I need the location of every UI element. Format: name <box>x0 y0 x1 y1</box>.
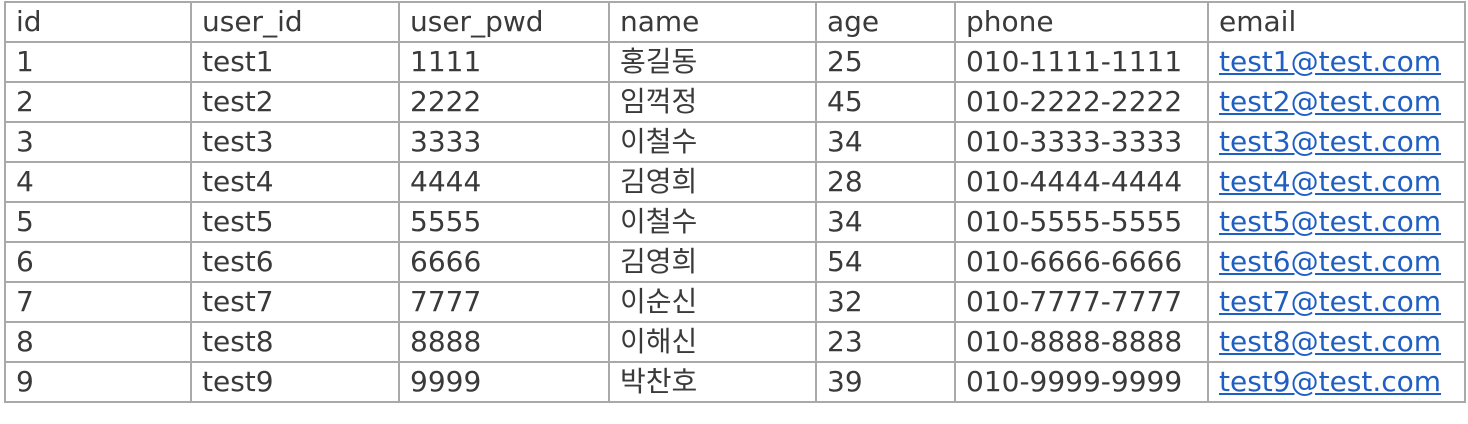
cell-age: 34 <box>815 121 956 163</box>
cell-phone: 010-7777-7777 <box>954 281 1209 323</box>
cell-phone: 010-5555-5555 <box>954 201 1209 243</box>
column-header-id: id <box>4 1 192 43</box>
column-header-user-pwd: user_pwd <box>398 1 610 43</box>
table-row: 2 test2 2222 임꺽정 45 010-2222-2222 test2@… <box>4 81 1466 123</box>
cell-id: 6 <box>4 241 192 283</box>
table-row: 1 test1 1111 홍길동 25 010-1111-1111 test1@… <box>4 41 1466 83</box>
cell-age: 25 <box>815 41 956 83</box>
cell-user-pwd: 3333 <box>398 121 610 163</box>
table-row: 9 test9 9999 박찬호 39 010-9999-9999 test9@… <box>4 361 1466 403</box>
cell-user-pwd: 1111 <box>398 41 610 83</box>
cell-phone: 010-6666-6666 <box>954 241 1209 283</box>
table-row: 7 test7 7777 이순신 32 010-7777-7777 test7@… <box>4 281 1466 323</box>
cell-user-pwd: 4444 <box>398 161 610 203</box>
cell-user-id: test4 <box>190 161 400 203</box>
column-header-age: age <box>815 1 956 43</box>
cell-id: 9 <box>4 361 192 403</box>
cell-phone: 010-8888-8888 <box>954 321 1209 363</box>
column-header-phone: phone <box>954 1 1209 43</box>
table-row: 3 test3 3333 이철수 34 010-3333-3333 test3@… <box>4 121 1466 163</box>
cell-name: 임꺽정 <box>608 81 817 123</box>
email-link[interactable]: test6@test.com <box>1219 245 1442 278</box>
cell-user-pwd: 8888 <box>398 321 610 363</box>
cell-user-pwd: 2222 <box>398 81 610 123</box>
cell-id: 3 <box>4 121 192 163</box>
cell-name: 이해신 <box>608 321 817 363</box>
cell-email: test9@test.com <box>1207 361 1466 403</box>
cell-age: 34 <box>815 201 956 243</box>
email-link[interactable]: test3@test.com <box>1219 125 1442 158</box>
cell-user-id: test5 <box>190 201 400 243</box>
cell-user-id: test6 <box>190 241 400 283</box>
table-row: 8 test8 8888 이해신 23 010-8888-8888 test8@… <box>4 321 1466 363</box>
cell-name: 이철수 <box>608 201 817 243</box>
cell-name: 박찬호 <box>608 361 817 403</box>
cell-age: 39 <box>815 361 956 403</box>
cell-email: test1@test.com <box>1207 41 1466 83</box>
cell-name: 홍길동 <box>608 41 817 83</box>
cell-name: 이철수 <box>608 121 817 163</box>
cell-name: 김영희 <box>608 241 817 283</box>
cell-user-id: test9 <box>190 361 400 403</box>
cell-user-pwd: 5555 <box>398 201 610 243</box>
cell-email: test4@test.com <box>1207 161 1466 203</box>
cell-user-id: test7 <box>190 281 400 323</box>
cell-phone: 010-9999-9999 <box>954 361 1209 403</box>
cell-age: 54 <box>815 241 956 283</box>
column-header-name: name <box>608 1 817 43</box>
cell-age: 23 <box>815 321 956 363</box>
cell-user-pwd: 6666 <box>398 241 610 283</box>
email-link[interactable]: test1@test.com <box>1219 45 1442 78</box>
cell-phone: 010-2222-2222 <box>954 81 1209 123</box>
header-row: id user_id user_pwd name age phone email <box>4 1 1466 43</box>
table-row: 4 test4 4444 김영희 28 010-4444-4444 test4@… <box>4 161 1466 203</box>
cell-user-id: test8 <box>190 321 400 363</box>
cell-name: 김영희 <box>608 161 817 203</box>
cell-name: 이순신 <box>608 281 817 323</box>
cell-user-id: test2 <box>190 81 400 123</box>
user-table: id user_id user_pwd name age phone email… <box>4 1 1466 403</box>
email-link[interactable]: test4@test.com <box>1219 165 1442 198</box>
cell-id: 5 <box>4 201 192 243</box>
cell-age: 32 <box>815 281 956 323</box>
column-header-email: email <box>1207 1 1466 43</box>
cell-user-id: test1 <box>190 41 400 83</box>
cell-id: 1 <box>4 41 192 83</box>
cell-email: test3@test.com <box>1207 121 1466 163</box>
cell-id: 2 <box>4 81 192 123</box>
cell-email: test8@test.com <box>1207 321 1466 363</box>
email-link[interactable]: test7@test.com <box>1219 285 1442 318</box>
email-link[interactable]: test5@test.com <box>1219 205 1442 238</box>
cell-phone: 010-4444-4444 <box>954 161 1209 203</box>
cell-phone: 010-1111-1111 <box>954 41 1209 83</box>
cell-phone: 010-3333-3333 <box>954 121 1209 163</box>
email-link[interactable]: test9@test.com <box>1219 365 1442 398</box>
cell-id: 4 <box>4 161 192 203</box>
cell-id: 7 <box>4 281 192 323</box>
cell-email: test2@test.com <box>1207 81 1466 123</box>
cell-user-id: test3 <box>190 121 400 163</box>
cell-id: 8 <box>4 321 192 363</box>
cell-email: test7@test.com <box>1207 281 1466 323</box>
column-header-user-id: user_id <box>190 1 400 43</box>
table-row: 5 test5 5555 이철수 34 010-5555-5555 test5@… <box>4 201 1466 243</box>
cell-email: test6@test.com <box>1207 241 1466 283</box>
cell-user-pwd: 9999 <box>398 361 610 403</box>
cell-user-pwd: 7777 <box>398 281 610 323</box>
email-link[interactable]: test2@test.com <box>1219 85 1442 118</box>
cell-age: 45 <box>815 81 956 123</box>
cell-email: test5@test.com <box>1207 201 1466 243</box>
cell-age: 28 <box>815 161 956 203</box>
table-row: 6 test6 6666 김영희 54 010-6666-6666 test6@… <box>4 241 1466 283</box>
email-link[interactable]: test8@test.com <box>1219 325 1442 358</box>
